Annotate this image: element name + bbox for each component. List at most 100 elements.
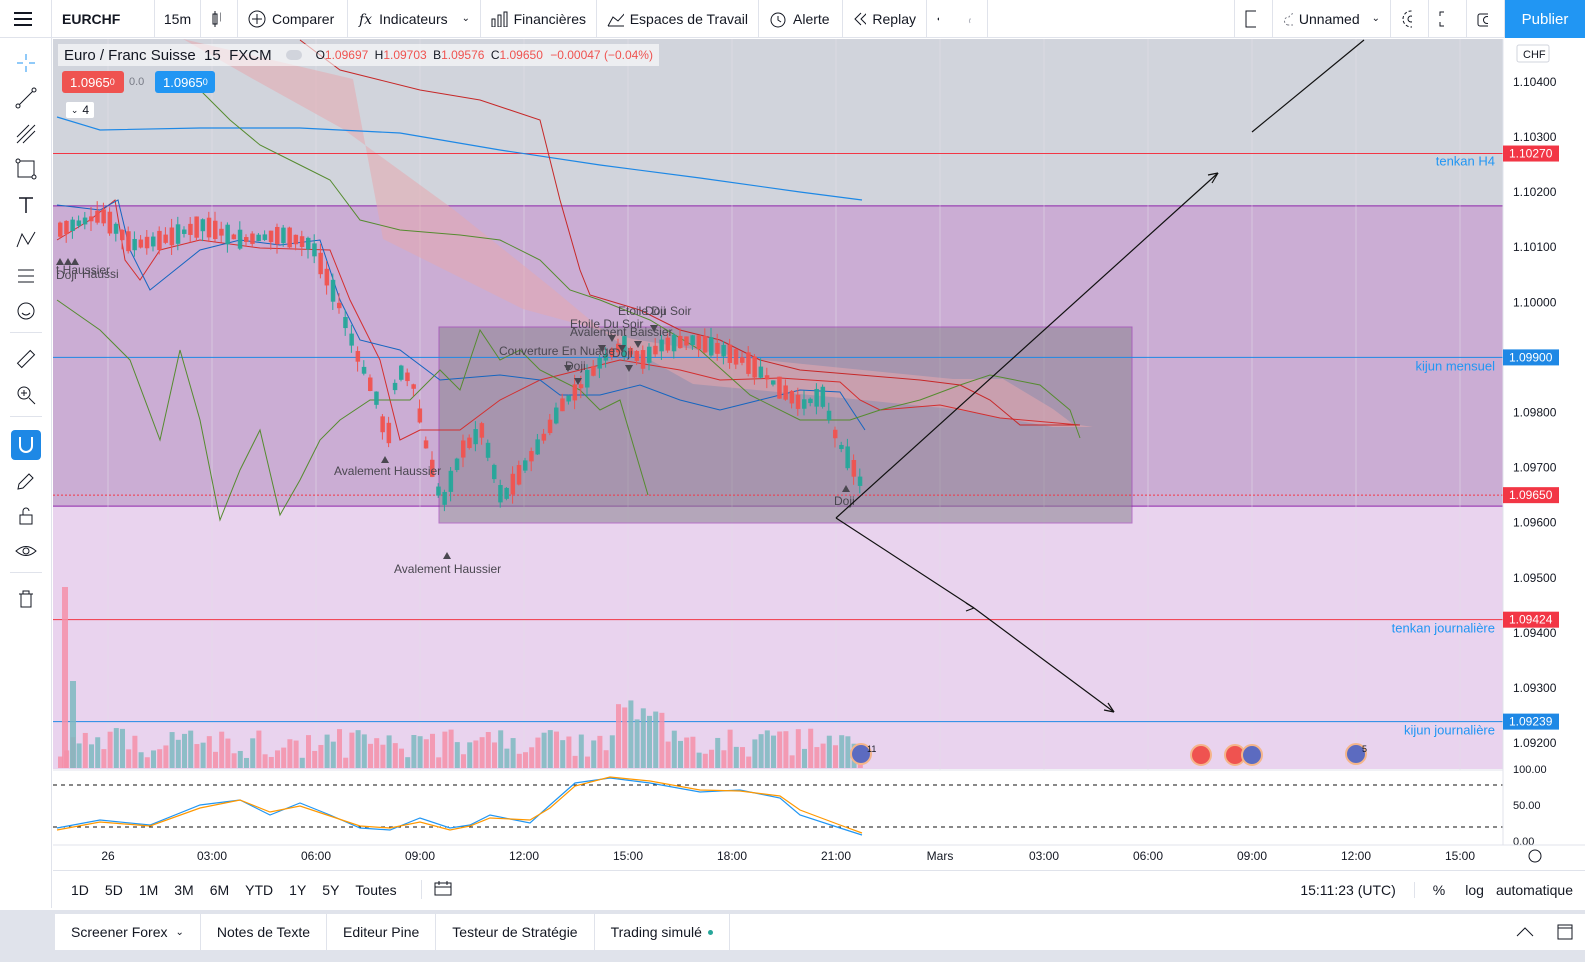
candle-body <box>436 486 441 496</box>
undo-button[interactable] <box>927 0 955 38</box>
tab-screener-forex[interactable]: Screener Forex ⌄ <box>55 914 201 950</box>
volume-bar <box>76 743 82 768</box>
volume-bar <box>764 730 770 768</box>
indicators-collapse-button[interactable]: ⌄ 4 <box>65 101 95 119</box>
candle-body <box>684 336 689 346</box>
volume-bar <box>616 704 621 768</box>
pattern-label: Doji <box>645 304 666 318</box>
timeframe-6m[interactable]: 6M <box>209 881 230 898</box>
pattern-label: Doji <box>56 268 77 282</box>
zoom-tool[interactable] <box>13 382 39 408</box>
date-range-button[interactable] <box>420 880 452 899</box>
candle-body <box>826 410 832 421</box>
candle-body <box>417 408 423 423</box>
menu-button[interactable] <box>0 0 52 38</box>
log-toggle[interactable]: log <box>1465 881 1484 898</box>
redo-button[interactable] <box>955 0 988 38</box>
sell-button[interactable]: 1.0965 0 <box>62 71 124 93</box>
patterns-tool[interactable] <box>13 227 39 253</box>
arrow-head <box>1207 172 1219 176</box>
timeframe-3m[interactable]: 3M <box>174 881 194 898</box>
trendline-icon <box>15 87 37 109</box>
tab-notes[interactable]: Notes de Texte <box>201 914 328 950</box>
utc-clock[interactable]: 15:11:23 (UTC) <box>1300 881 1415 898</box>
event-badge <box>1190 744 1212 766</box>
timeframe-5d[interactable]: 5D <box>104 881 123 898</box>
chart-area[interactable]: tenkan H4 kijun mensuel tenkan journalière… <box>53 39 1585 869</box>
volume-bar <box>554 731 559 768</box>
volume-bar <box>423 739 429 768</box>
candle-body <box>58 222 63 237</box>
volume-bar <box>299 757 305 768</box>
tab-paper-trading[interactable]: Trading simulé <box>595 914 730 950</box>
replay-button[interactable]: Replay <box>843 0 927 38</box>
timeframe-ytd[interactable]: YTD <box>245 881 274 898</box>
price-chart[interactable]: tenkan H4 kijun mensuel tenkan journalière… <box>53 39 1585 869</box>
timeframe-1y[interactable]: 1Y <box>289 881 307 898</box>
text-tool[interactable] <box>13 192 39 218</box>
volume-bar <box>392 743 398 768</box>
hide-drawings-tool[interactable] <box>13 538 39 564</box>
candle-body <box>771 380 776 385</box>
timeframe-1m[interactable]: 1M <box>138 881 159 898</box>
buy-button[interactable]: 1.0965 0 <box>155 71 215 93</box>
volume-bar <box>417 736 423 768</box>
lock-drawings-tool[interactable] <box>13 503 39 529</box>
pattern-down-arrow <box>574 378 582 385</box>
maximize-panel-button[interactable] <box>1545 924 1585 940</box>
symbol-search[interactable]: EURCHF <box>52 0 155 38</box>
publish-button[interactable]: Publier <box>1505 0 1585 38</box>
compare-button[interactable]: Comparer <box>238 0 348 38</box>
volume-bar <box>529 747 535 768</box>
percent-toggle[interactable]: % <box>1432 881 1446 898</box>
trendline-tool[interactable] <box>13 85 39 111</box>
settings-button[interactable] <box>1391 0 1429 38</box>
snapshot-button[interactable] <box>1467 0 1505 38</box>
pencil-lock-icon <box>17 473 34 490</box>
interval-button[interactable]: 15m <box>155 0 201 38</box>
fullscreen-button[interactable] <box>1429 0 1467 38</box>
remove-drawings-tool[interactable] <box>13 586 39 612</box>
timeframe-toutes[interactable]: Toutes <box>355 881 397 898</box>
status-dot <box>707 929 713 935</box>
volume-bar <box>144 757 150 768</box>
volume-bar <box>337 729 342 768</box>
layout-name-button[interactable]: Unnamed ⌄ <box>1273 0 1391 38</box>
icons-tool[interactable] <box>13 298 39 324</box>
top-toolbar: EURCHF 15m Comparer fx Indicateurs ⌄ Fin… <box>0 0 1585 38</box>
tab-pine-editor[interactable]: Editeur Pine <box>327 914 437 950</box>
volume-bar <box>101 749 107 768</box>
time-tick: Mars <box>927 849 954 863</box>
auto-scale-toggle[interactable]: automatique <box>1495 881 1573 898</box>
workspaces-button[interactable]: Espaces de Travail <box>597 0 759 38</box>
crosshair-tool[interactable] <box>13 50 39 76</box>
prediction-tool[interactable] <box>13 263 39 289</box>
candle-body <box>547 419 553 434</box>
volume-bar <box>188 730 194 768</box>
candle-body <box>306 237 311 250</box>
financials-button[interactable]: Financières <box>481 0 597 38</box>
stay-drawing-tool[interactable] <box>13 468 39 494</box>
tab-strategy-tester[interactable]: Testeur de Stratégie <box>436 914 595 950</box>
candle-body <box>194 216 199 238</box>
legend-dot[interactable] <box>285 50 302 60</box>
candle-body <box>188 223 193 235</box>
ruler-tool[interactable] <box>13 346 39 372</box>
volume-bar <box>461 754 466 768</box>
shapes-tool[interactable] <box>13 156 39 182</box>
volume-bar <box>312 750 318 768</box>
chart-type-button[interactable] <box>201 0 238 38</box>
volume-bar <box>442 731 448 768</box>
magnet-tool[interactable] <box>11 430 41 460</box>
fib-tool[interactable] <box>13 121 39 147</box>
time-tick: 06:00 <box>1133 849 1163 863</box>
timeframe-1d[interactable]: 1D <box>71 881 89 898</box>
alert-button[interactable]: Alerte <box>759 0 843 38</box>
collapse-panel-button[interactable] <box>1505 927 1545 937</box>
chevron-down-icon[interactable]: ⌄ <box>461 13 470 24</box>
currency-badge <box>1516 44 1550 63</box>
indicators-button[interactable]: fx Indicateurs ⌄ <box>348 0 481 38</box>
candle-body <box>151 236 156 247</box>
timeframe-5y[interactable]: 5Y <box>322 881 340 898</box>
select-layout-button[interactable] <box>1235 0 1273 38</box>
